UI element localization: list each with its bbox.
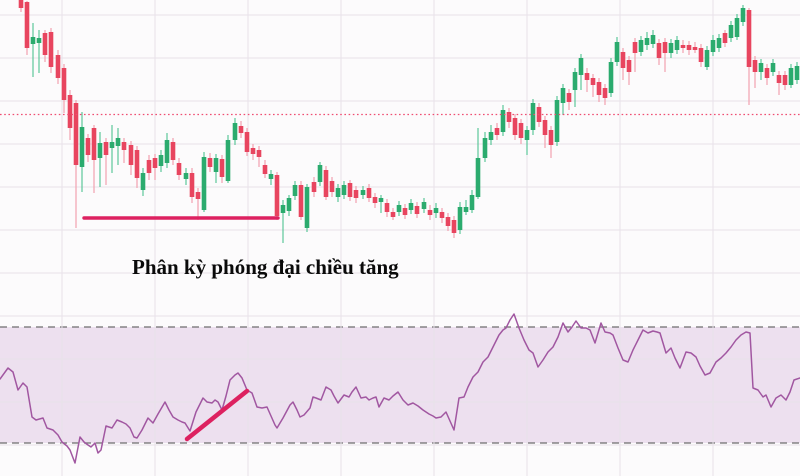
divergence-annotation-label: Phân kỳ phóng đại chiều tăng xyxy=(132,255,399,279)
drawn-trend-line xyxy=(184,388,250,442)
oscillator-band xyxy=(0,326,800,444)
oscillator-line xyxy=(0,313,800,464)
